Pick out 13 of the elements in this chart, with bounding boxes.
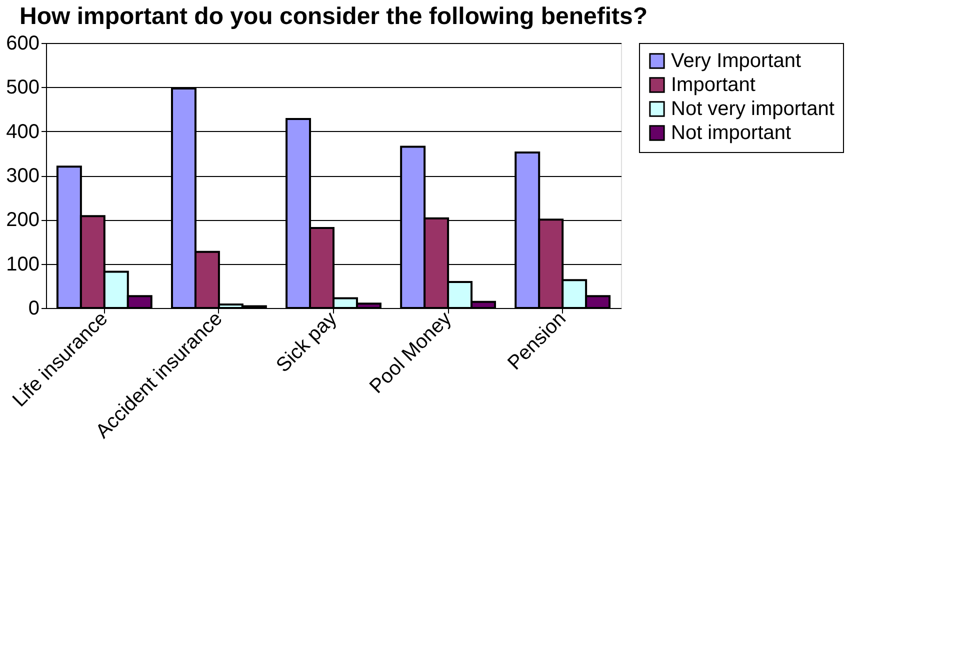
y-tick-label: 200 bbox=[6, 209, 40, 232]
x-tick-label: Sick pay bbox=[272, 308, 342, 377]
y-tick-label: 300 bbox=[6, 165, 40, 187]
y-tick-label: 600 bbox=[6, 32, 40, 54]
y-tick-label: 100 bbox=[6, 253, 40, 276]
legend-label: Important bbox=[671, 74, 756, 96]
y-tick-label: 400 bbox=[6, 120, 40, 143]
legend-label: Not important bbox=[671, 122, 792, 144]
legend-label: Very Important bbox=[671, 50, 802, 72]
chart-title: How important do you consider the following benefits? bbox=[20, 3, 648, 30]
legend-label: Not very important bbox=[671, 98, 835, 120]
y-tick-label: 500 bbox=[6, 76, 40, 99]
y-tick-label: 0 bbox=[28, 298, 40, 320]
